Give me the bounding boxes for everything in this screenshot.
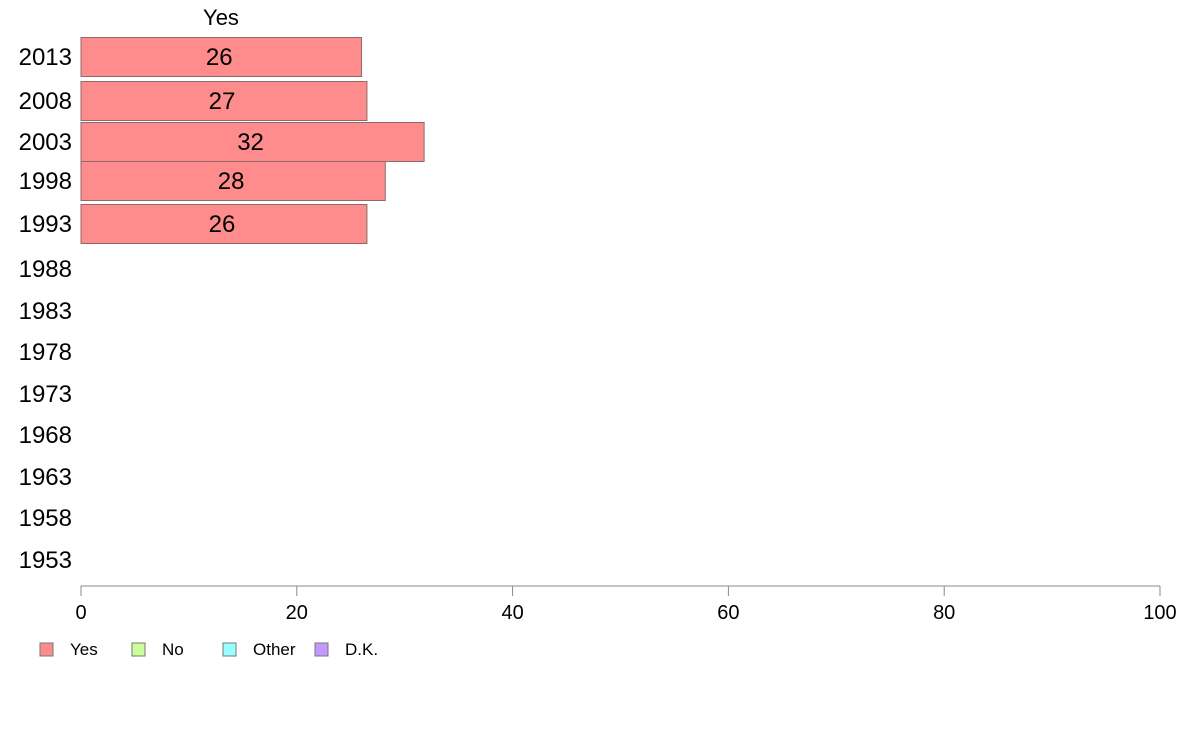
category-label: 1983 [19, 298, 72, 325]
bar [80, 81, 368, 121]
category-label: 1993 [19, 211, 72, 238]
x-tick-label: 60 [717, 602, 739, 624]
legend-swatch [314, 642, 329, 657]
category-label: 1988 [19, 256, 72, 283]
x-tick-label: 20 [286, 602, 308, 624]
category-label: 2003 [19, 129, 72, 156]
legend-label: Yes [70, 640, 98, 659]
category-label: 1963 [19, 464, 72, 491]
bar [80, 122, 425, 162]
x-tick-label: 80 [933, 602, 955, 624]
bar-value-label: 27 [209, 88, 236, 115]
column-header-yes: Yes [203, 5, 239, 30]
legend-swatch [39, 642, 54, 657]
bar-value-label: 28 [218, 168, 245, 195]
category-label: 2013 [19, 44, 72, 71]
bar [80, 204, 368, 244]
category-label: 1958 [19, 505, 72, 532]
legend-label: Other [253, 640, 296, 659]
category-label: 2008 [19, 88, 72, 115]
bar-value-label: 32 [237, 129, 264, 156]
x-tick-label: 40 [501, 602, 523, 624]
legend-label: D.K. [345, 640, 378, 659]
legend: Yes No Other D.K. [39, 640, 378, 659]
bar [80, 37, 363, 77]
category-label: 1953 [19, 547, 72, 574]
category-labels: 2013 2008 2003 1998 1993 1988 1983 1978 1973 1968… [19, 44, 72, 574]
category-label: 1973 [19, 381, 72, 408]
x-axis: 0 20 40 60 80 100 [75, 585, 1177, 624]
category-label: 1978 [19, 339, 72, 366]
category-label: 1998 [19, 168, 72, 195]
bar [80, 161, 386, 201]
x-tick-label: 100 [1143, 602, 1176, 624]
category-label: 1968 [19, 422, 72, 449]
bar-value-label: 26 [209, 211, 236, 238]
legend-swatch [131, 642, 146, 657]
legend-swatch [222, 642, 237, 657]
legend-label: No [162, 640, 184, 659]
bar-value-label: 26 [206, 44, 233, 71]
x-tick-label: 0 [75, 602, 86, 624]
